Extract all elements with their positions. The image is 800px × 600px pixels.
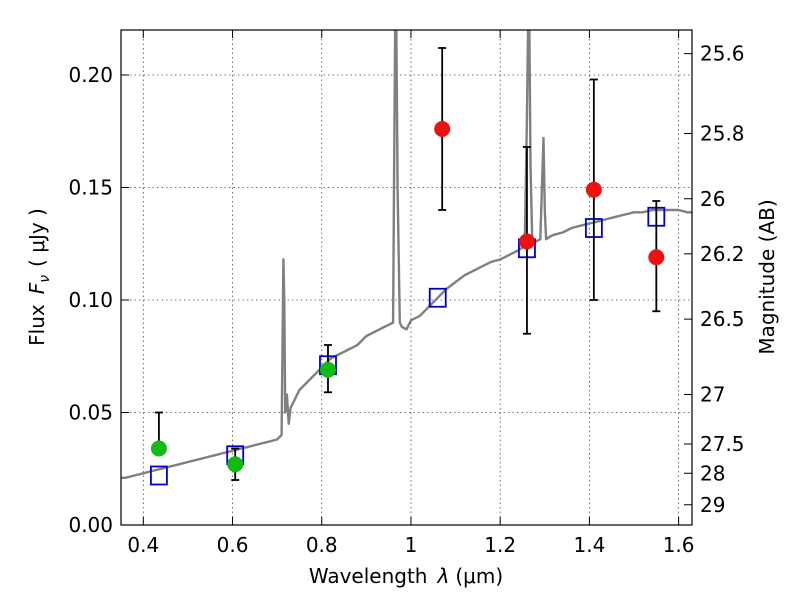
y2-tick-label: 27 [700, 383, 725, 407]
y2-tick-label: 26 [700, 187, 725, 211]
y-tick-label: 0.00 [68, 513, 113, 537]
y2-tick-label: 26.2 [700, 242, 745, 266]
photometry-point [150, 440, 167, 457]
x-tick-label: 1.6 [663, 533, 695, 557]
y-tick-label: 0.15 [68, 176, 113, 200]
photometry-point [319, 361, 336, 378]
x-tick-label: 0.8 [306, 533, 338, 557]
x-tick-label: 0.6 [217, 533, 249, 557]
y2-tick-label: 25.8 [700, 122, 745, 146]
spectrum-line [121, 30, 692, 479]
y2-tick-label: 26.5 [700, 307, 745, 331]
x-tick-label: 1.2 [484, 533, 516, 557]
model-square-marker [428, 287, 447, 308]
photometry-point [227, 456, 244, 473]
y2-axis-label: Magnitude (AB) [755, 199, 779, 354]
x-tick-label: 1.4 [573, 533, 605, 557]
y2-tick-label: 29 [700, 493, 725, 517]
y2-tick-label: 25.6 [700, 42, 745, 66]
plot-frame [120, 29, 693, 526]
photometry-point [434, 121, 451, 137]
x-axis-label: Wavelength λ (μm) [309, 564, 503, 588]
photometry-point [648, 249, 665, 266]
y-tick-label: 0.20 [68, 63, 113, 87]
model-square-marker [150, 465, 168, 486]
x-tick-label: 1 [405, 533, 418, 557]
y2-tick-label: 27.5 [700, 432, 745, 456]
axes: 0.4 0.6 0.8 1 1.2 1.4 1.6 0.00 0.05 0.10 0.15 0.20 2… [68, 30, 745, 557]
y-tick-label: 0.05 [68, 401, 113, 425]
y-axis-label: FluxFν( μJy ) [25, 208, 53, 346]
photometry-point [585, 181, 602, 198]
photometry-point [518, 233, 535, 250]
plot-area [121, 30, 692, 486]
y-tick-label: 0.10 [68, 288, 113, 312]
x-tick-label: 0.4 [127, 533, 159, 557]
y2-tick-label: 28 [700, 461, 725, 485]
